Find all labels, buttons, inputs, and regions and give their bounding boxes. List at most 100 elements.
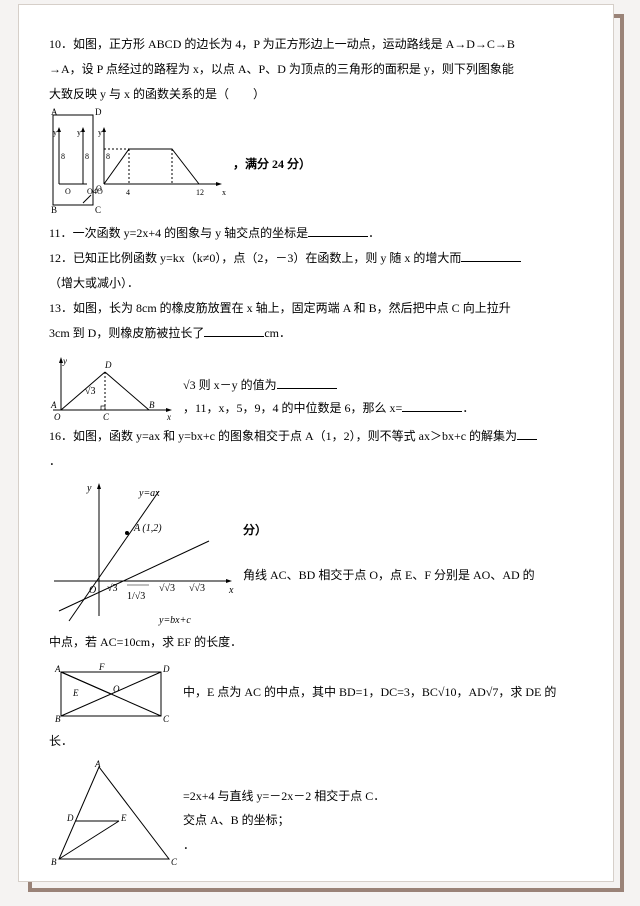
q13-blank1 (204, 325, 264, 336)
tri-svg: A B C D E (49, 759, 179, 869)
q16-svg: y O x y=ax y=bx+c A (1,2) √3 1/√3 √√3 √√… (49, 481, 239, 631)
tri-l3: ． (183, 834, 385, 857)
svg-text:y: y (53, 128, 57, 137)
svg-text:B: B (149, 400, 155, 410)
svg-text:O: O (54, 412, 61, 422)
svg-text:4O: 4O (93, 187, 103, 196)
rect-row: A D B C F E O 中，E 点为 AC 的中点，其中 BD=1，DC=3… (49, 656, 583, 730)
svg-text:A: A (50, 400, 57, 410)
q13-t1: 如图，长为 8cm 的橡皮筋放置在 x 轴上，固定两端 A 和 B，然后把中点 … (73, 301, 511, 315)
q10-line1: 10．如图，正方形 ABCD 的边长为 4，P 为正方形边上一动点，运动路线是 … (49, 33, 583, 56)
rect-diagram: A D B C F E O (49, 660, 179, 730)
svg-text:y: y (98, 128, 102, 137)
tri-l1: =2x+4 与直线 y=－2x－2 相交于点 C． (183, 785, 385, 808)
svg-text:√√3: √√3 (159, 583, 175, 594)
q10-t1: 如图，正方形 ABCD 的边长为 4，P 为正方形边上一动点，运动路线是 A→D… (73, 37, 515, 51)
svg-text:D: D (162, 664, 170, 674)
document-page: 10．如图，正方形 ABCD 的边长为 4，P 为正方形边上一动点，运动路线是 … (18, 4, 614, 882)
svg-text:O: O (65, 187, 71, 196)
q16-line1: 16．如图，函数 y=ax 和 y=bx+c 的图象相交于点 A（1，2），则不… (49, 425, 583, 448)
q12-line2: （增大或减小）． (49, 272, 583, 295)
svg-text:B: B (51, 205, 57, 215)
svg-text:D: D (66, 813, 74, 823)
svg-text:x: x (166, 412, 171, 422)
q10-diagram-row: A B C D y 8 y 8 (49, 107, 583, 222)
q13-t2: 3cm 到 D，则橡皮筋被拉长了 (49, 326, 204, 340)
svg-text:√3: √3 (107, 583, 118, 594)
svg-text:B: B (51, 857, 57, 867)
q16-diagram-row: y O x y=ax y=bx+c A (1,2) √3 1/√3 √√3 √√… (49, 475, 583, 631)
q16-t1: 如图，函数 y=ax 和 y=bx+c 的图象相交于点 A（1，2），则不等式 … (73, 429, 517, 443)
q10-diagram: A B C D y 8 y 8 (49, 107, 229, 222)
q16-diagram: y O x y=ax y=bx+c A (1,2) √3 1/√3 √√3 √√… (49, 481, 239, 631)
q13-svg: y A O C B x D √3 (49, 350, 179, 425)
q16-num: 16． (49, 429, 73, 443)
svg-text:C: C (103, 412, 110, 422)
svg-text:A: A (54, 664, 61, 674)
rect-t2: 中，E 点为 AC 的中点，其中 BD=1，DC=3，BC√10，AD√7，求 … (183, 685, 556, 699)
rect-t1: 中点，若 AC=10cm，求 EF 的长度． (49, 631, 583, 654)
rect-side: 中，E 点为 AC 的中点，其中 BD=1，DC=3，BC√10，AD√7，求 … (183, 681, 556, 704)
q16-blank (517, 429, 537, 440)
svg-text:C: C (95, 205, 101, 215)
svg-text:√√3: √√3 (189, 583, 205, 594)
q13-blank2 (277, 378, 337, 389)
q13-diagram-row: y A O C B x D √3 √3 则 x－y 的值为 ，11，x，5，9，… (49, 346, 583, 425)
q12-blank (461, 251, 521, 262)
q12-num: 12． (49, 251, 73, 265)
q10-line3: 大致反映 y 与 x 的函数关系的是（ ） (49, 83, 583, 106)
q13-line1: 13．如图，长为 8cm 的橡皮筋放置在 x 轴上，固定两端 A 和 B，然后把… (49, 297, 583, 320)
q13-line2: 3cm 到 D，则橡皮筋被拉长了 cm． (49, 322, 583, 345)
svg-text:A: A (94, 759, 101, 769)
svg-text:E: E (72, 688, 79, 698)
tri-l2: 交点 A、B 的坐标； (183, 809, 385, 832)
svg-text:4: 4 (126, 188, 130, 197)
q11-text: 一次函数 y=2x+4 的图象与 y 轴交点的坐标是 (73, 226, 309, 240)
svg-text:B: B (55, 714, 61, 724)
svg-text:x: x (228, 585, 234, 596)
svg-text:A (1,2): A (1,2) (133, 523, 162, 534)
q13-blank3 (402, 401, 462, 412)
q16-dot: ． (49, 450, 583, 473)
q10-num: 10． (49, 37, 73, 51)
rect-t3: 长． (49, 730, 583, 753)
q11-num: 11． (49, 226, 73, 240)
svg-text:A: A (51, 107, 58, 117)
svg-text:E: E (120, 813, 127, 823)
q13-side: √3 则 x－y 的值为 ，11，x，5，9，4 的中位数是 6，那么 x=． (183, 346, 474, 420)
tri-side: =2x+4 与直线 y=－2x－2 相交于点 C． 交点 A、B 的坐标； ． (183, 755, 385, 859)
tri-row: A B C D E =2x+4 与直线 y=－2x－2 相交于点 C． 交点 A… (49, 755, 583, 869)
q12-line1: 12．已知正比例函数 y=kx（k≠0），点（2，－3）在函数上，则 y 随 x… (49, 247, 583, 270)
svg-text:√3: √3 (85, 386, 96, 397)
q11-tail: ． (368, 226, 380, 240)
svg-text:y: y (62, 356, 67, 366)
svg-text:y=ax: y=ax (138, 488, 160, 499)
svg-text:D: D (95, 107, 102, 117)
svg-text:y=bx+c: y=bx+c (158, 615, 191, 626)
q11-line: 11．一次函数 y=2x+4 的图象与 y 轴交点的坐标是 ． (49, 222, 583, 245)
svg-text:F: F (98, 662, 105, 672)
q16-score: 分） (243, 523, 267, 537)
q13-diagram: y A O C B x D √3 (49, 350, 179, 425)
q12-t1: 已知正比例函数 y=kx（k≠0），点（2，－3）在函数上，则 y 随 x 的增… (73, 251, 461, 265)
q10-svg: A B C D y 8 y 8 (49, 107, 229, 222)
svg-text:8: 8 (61, 152, 65, 161)
svg-text:1/√3: 1/√3 (127, 591, 145, 602)
q13-unit: cm． (264, 326, 291, 340)
q10-line2: →A，设 P 点经过的路程为 x，以点 A、P、D 为顶点的三角形的面积是 y，… (49, 58, 583, 81)
svg-text:y: y (77, 128, 81, 137)
svg-text:8: 8 (85, 152, 89, 161)
q10-score: ，满分 24 分） (233, 153, 311, 176)
svg-text:C: C (171, 857, 178, 867)
tri-diagram: A B C D E (49, 759, 179, 869)
rect-svg: A D B C F E O (49, 660, 179, 730)
svg-text:y: y (86, 483, 92, 494)
svg-text:x: x (222, 188, 226, 197)
svg-text:O: O (113, 684, 120, 694)
svg-text:D: D (104, 360, 112, 370)
svg-text:C: C (163, 714, 170, 724)
q11-blank (308, 226, 368, 237)
svg-text:8: 8 (106, 152, 110, 161)
q13-tail2: ，11，x，5，9，4 的中位数是 6，那么 x= (183, 401, 402, 415)
q13-num: 13． (49, 301, 73, 315)
